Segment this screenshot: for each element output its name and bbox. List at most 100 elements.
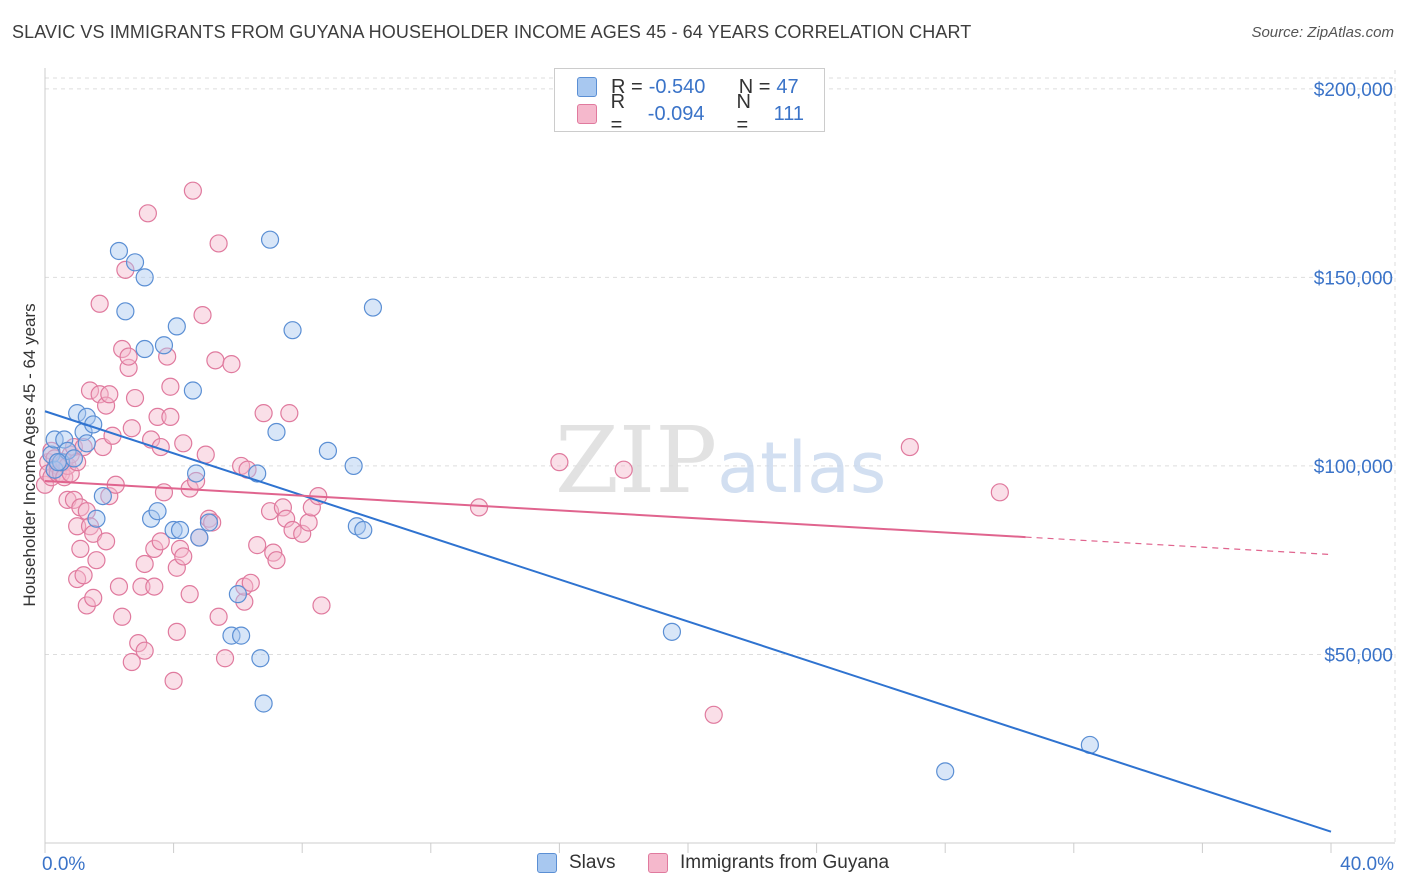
guyana-point [469,498,489,517]
x-tick-label: 0.0% [42,854,85,875]
guyana-point [122,419,141,438]
guyana-point [241,573,260,592]
slavs-point [363,298,383,317]
y-tick-labels: $50,000 $100,000 $150,000 $200,000 [1314,80,1393,667]
legend-n-label: N = [736,91,751,136]
guyana-point [550,453,569,472]
guyana-point [299,513,318,532]
guyana-point [87,551,106,570]
guyana-point [90,385,109,404]
guyana-point [84,588,103,608]
slavs-point [141,509,161,528]
guyana-point [145,539,164,558]
guyana-point [167,558,186,577]
guyana-point [113,339,132,359]
slavs-point [190,528,209,547]
guyana-point [209,234,228,253]
legend-swatch-guyana [648,853,668,873]
legend-r-label: R = [611,75,643,98]
slavs-points [42,230,1099,781]
guyana-point [161,407,180,427]
legend-label-guyana: Immigrants from Guyana [680,852,890,873]
guyana-point [167,622,186,641]
slavs-point [77,434,96,453]
guyana-point [248,536,267,555]
y-tick-label: $200,000 [1314,80,1393,101]
guyana-point [174,434,193,453]
guyana-point [222,355,241,374]
guyana-point [116,260,135,279]
guyana-point [158,347,177,366]
slavs-point [183,381,202,400]
guyana-points [35,181,1009,724]
stats-legend: R = -0.540 N = 47 R = -0.094 N = 111 [554,68,825,136]
guyana-point [138,204,157,223]
slavs-trend-line [44,410,1332,833]
guyana-point [174,547,193,566]
slavs-point [251,649,270,668]
slavs-point [164,520,183,540]
slavs-point [187,464,206,483]
guyana-point [151,532,170,551]
slavs-point [116,302,135,321]
guyana-point [704,705,723,724]
guyana-trend-extension [1025,536,1332,556]
slavs-point [167,317,186,336]
legend-item-slavs[interactable]: Slavs [537,852,615,874]
legend-label-slavs: Slavs [569,852,616,873]
guyana-point [68,517,87,536]
guyana-point [154,483,174,502]
guyana-point [80,381,100,400]
slavs-point [87,509,106,528]
slavs-point [232,626,251,645]
guyana-point [180,585,199,604]
y-tick-label: $100,000 [1314,457,1393,478]
guyana-point [135,641,154,660]
slavs-point [48,453,67,472]
slavs-point [170,520,190,540]
guyana-point [77,596,96,615]
y-tick-label: $150,000 [1314,268,1393,289]
slavs-point [662,622,682,641]
legend-swatch-slavs [577,77,597,97]
guyana-point [96,532,116,551]
guyana-point [64,490,84,509]
slavs-point [260,230,280,249]
slavs-point [45,430,64,449]
slavs-point [936,762,955,781]
guyana-point [193,305,212,325]
slavs-point [154,336,174,355]
x-tick-labels: 0.0% 40.0% [42,854,1394,875]
guyana-point [235,592,254,611]
guyana-point [96,396,116,415]
slavs-point [254,694,273,713]
guyana-point [206,351,225,370]
slavs-point [283,321,302,340]
guyana-point [990,483,1009,502]
legend-swatch-slavs [537,853,557,873]
guyana-trend-line [44,480,1026,539]
legend-row-slavs: R = -0.540 N = 47 [577,74,819,100]
guyana-point [74,566,93,585]
legend-n-value: 111 [773,102,805,125]
slavs-point [199,513,219,532]
guyana-point [273,498,293,517]
legend-item-guyana[interactable]: Immigrants from Guyana [648,852,889,874]
slavs-point [267,422,286,442]
guyana-point [113,607,132,626]
slavs-point [135,268,154,287]
slavs-point [228,585,247,604]
legend-r-label: R = [610,91,626,136]
guyana-point [280,404,299,423]
guyana-point [215,649,235,668]
guyana-point [119,347,138,366]
legend-row-guyana: R = -0.094 N = 111 [577,91,824,136]
source-label: Source: ZipAtlas.com [1251,24,1394,41]
guyana-point [283,520,302,540]
guyana-point [183,181,202,200]
guyana-point [196,445,215,464]
legend-swatch-guyana [577,104,597,124]
chart-title: SLAVIC VS IMMIGRANTS FROM GUYANA HOUSEHO… [12,22,972,42]
guyana-point [71,539,90,558]
